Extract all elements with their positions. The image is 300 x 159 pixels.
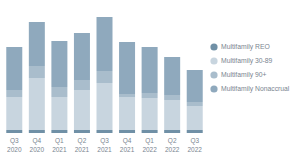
legend-label: Multifamily 30-89 [221,57,273,65]
bar-segment [6,130,22,133]
bar-segment [29,78,45,130]
legend-label: Multifamily REO [221,43,270,51]
bar-segment [97,71,113,83]
x-tick-label: Q22021 [75,137,90,153]
legend-swatch [210,43,217,50]
bar-segment [51,41,67,87]
bar-segment [29,130,45,133]
legend-label: Multifamily Nonaccrual [221,85,290,93]
bar-segment [119,130,135,133]
bar-segment [74,33,90,80]
legend-swatch [210,85,217,92]
bar-segment [51,130,67,133]
bar-segment [6,97,22,130]
bar-segment [29,22,45,66]
legend: Multifamily REO Multifamily 30-89 Multifam… [210,43,289,93]
legend-swatch [210,57,217,64]
bar-segment [29,66,45,78]
bar-segment [51,87,67,97]
bar-segment [51,97,67,130]
bar-segment [142,93,158,98]
legend-label: Multifamily 90+ [221,71,267,79]
bar-segment [97,83,113,130]
x-tick-label: Q32022 [187,137,202,153]
x-tick-label: Q12022 [142,137,157,153]
bar-segment [142,98,158,130]
x-tick-label: Q42020 [30,137,45,153]
x-tick-label: Q22022 [165,137,180,153]
bar-segment [74,80,90,90]
bar-segment [164,95,180,100]
bar-segment [187,130,203,133]
bar-segment [187,70,203,102]
chart: Q32020 Q42020 Q12021 Q22021 Q32021 Q42021 Q120… [0,0,300,159]
bars [6,17,202,133]
bar-segment [164,100,180,130]
bar-segment [187,106,203,130]
bar-segment [74,130,90,133]
legend-swatch [210,71,217,78]
x-tick-label: Q42021 [120,137,135,153]
x-tick-label: Q32020 [7,137,22,153]
bar-segment [142,47,158,93]
bar-segment [187,102,203,106]
bar-segment [119,42,135,94]
bar-segment [6,47,22,90]
bar-segment [164,57,180,95]
bar-segment [74,90,90,130]
x-tick-label: Q32021 [97,137,112,153]
bar-segment [119,94,135,97]
bar-segment [97,130,113,133]
bar-segment [97,17,113,71]
bar-segment [142,130,158,133]
x-tick-label: Q12021 [52,137,67,153]
bar-segment [6,90,22,97]
bar-segment [119,97,135,130]
bar-segment [164,130,180,133]
